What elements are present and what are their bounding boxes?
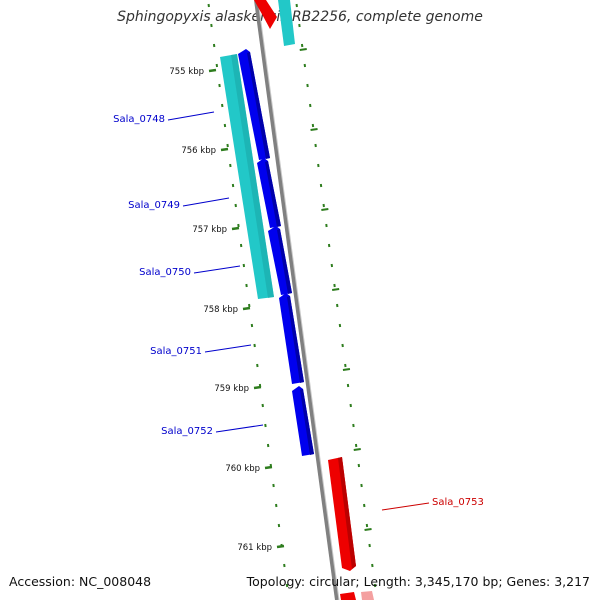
gene-label[interactable]: Sala_0751: [150, 346, 202, 357]
gene-label[interactable]: Sala_0748: [113, 114, 165, 125]
accession-text: Accession: NC_008048: [9, 574, 152, 589]
forward-gene-arrows: [238, 49, 314, 456]
gene-arrow-sala-0753-shade: [338, 457, 356, 569]
major-ticks: 755 kbp 756 kbp 757 kbp 758 kbp 759 kbp 760 k…: [169, 67, 285, 553]
right-ring-dash: [353, 448, 361, 451]
major-tick: [220, 147, 229, 152]
gene-label-connector: [167, 111, 215, 121]
gene-partial-red-bottom[interactable]: [340, 592, 356, 600]
gene-partial-cyan-top[interactable]: [278, 0, 295, 46]
gene-label-connector: [182, 197, 230, 207]
gene-label[interactable]: Sala_0752: [161, 426, 213, 437]
minor-ticks-left: [207, 3, 289, 588]
gene-label-connector: [215, 424, 264, 433]
map-title: Sphingopyxis alaskensis RB2256, complete…: [117, 9, 483, 25]
major-tick: [253, 385, 262, 390]
genome-backbone-highlight: [257, 0, 340, 600]
right-ring-dash: [332, 288, 340, 291]
gene-label-connector: [381, 502, 430, 511]
gene-partial-red-top[interactable]: [254, 0, 277, 29]
right-ring-dash: [364, 528, 372, 531]
gene-partial-pink-bottom[interactable]: [361, 591, 374, 600]
gene-arrow-shade: [287, 296, 304, 383]
gene-arrow-shade: [265, 161, 281, 227]
gene-feature-cyan-band-shade: [231, 54, 274, 298]
gene-arrow-shade: [300, 389, 314, 455]
summary-text: Topology: circular; Length: 3,345,170 bp…: [246, 574, 590, 589]
gene-arrow-shade: [247, 52, 270, 159]
kbp-label: 755 kbp: [169, 67, 204, 77]
major-tick: [208, 68, 217, 73]
major-tick: [276, 544, 285, 549]
right-ring-dash: [342, 368, 351, 371]
right-ring-dash: [299, 48, 307, 51]
kbp-label: 756 kbp: [181, 146, 216, 156]
kbp-label: 761 kbp: [237, 543, 272, 553]
gene-label[interactable]: Sala_0749: [128, 200, 180, 211]
right-ring-dash: [321, 208, 329, 211]
minor-ticks-right: [295, 3, 377, 588]
kbp-label: 760 kbp: [225, 464, 260, 474]
major-tick: [231, 226, 240, 231]
major-tick: [264, 465, 273, 470]
right-ring-dash: [310, 128, 318, 131]
major-tick: [242, 306, 251, 311]
gene-labels: Sala_0748 Sala_0749 Sala_0750 Sala_0751 Sala…: [113, 111, 484, 511]
kbp-label: 759 kbp: [214, 384, 249, 394]
kbp-label: 757 kbp: [192, 225, 227, 235]
gene-arrow-shade: [277, 229, 292, 294]
gene-label-connector: [204, 344, 252, 353]
genome-backbone: [254, 0, 339, 600]
gene-label[interactable]: Sala_0753: [432, 497, 484, 508]
gene-label-connector: [193, 265, 241, 274]
gene-label[interactable]: Sala_0750: [139, 267, 191, 278]
kbp-label: 758 kbp: [203, 305, 238, 315]
